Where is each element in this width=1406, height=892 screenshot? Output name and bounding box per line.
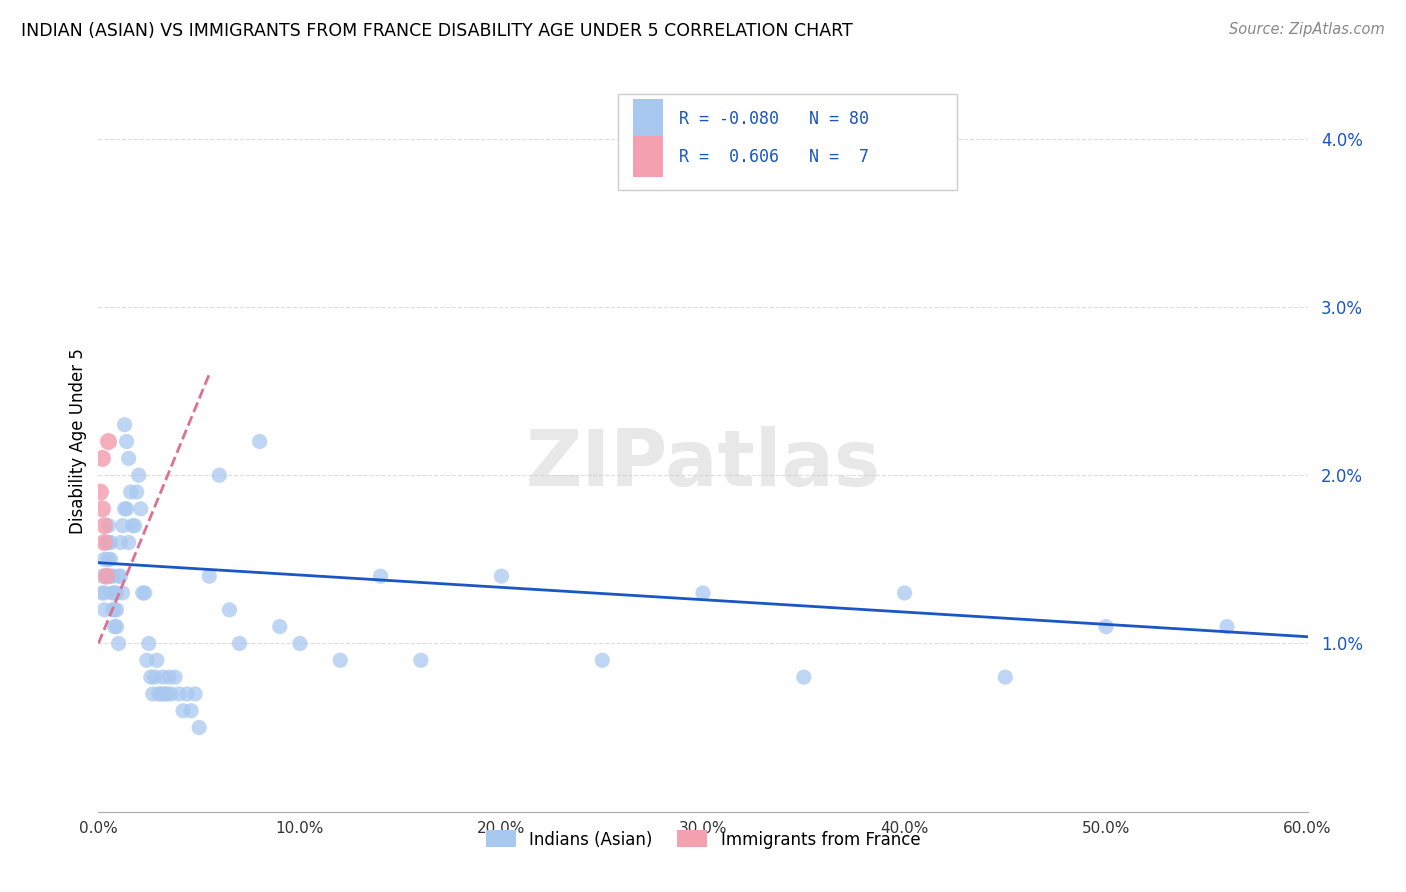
Point (129, 501, 152, 516)
Point (91, 501, 114, 516)
Point (103, 619, 125, 633)
Point (134, 586, 156, 600)
Point (142, 687, 165, 701)
Text: ZIPatlas: ZIPatlas (526, 425, 880, 502)
Point (156, 687, 179, 701)
Point (96, 569, 118, 583)
Point (218, 603, 240, 617)
Point (139, 670, 162, 684)
Point (100, 552, 122, 566)
Point (370, 569, 392, 583)
Point (148, 687, 170, 701)
Point (97, 552, 120, 566)
Point (118, 535, 141, 549)
Point (93, 552, 115, 566)
Point (103, 603, 125, 617)
Point (143, 670, 166, 684)
Point (101, 569, 124, 583)
Point (115, 434, 138, 449)
Point (994, 670, 1017, 684)
Point (101, 603, 124, 617)
Point (115, 501, 138, 516)
Point (120, 485, 142, 500)
Point (157, 670, 180, 684)
Point (692, 586, 714, 600)
Point (114, 417, 136, 432)
Y-axis label: Disability Age Under 5: Disability Age Under 5 (69, 349, 87, 534)
Point (149, 687, 172, 701)
Point (96, 535, 118, 549)
Point (93, 518, 115, 533)
Point (110, 535, 132, 549)
Point (93, 535, 115, 549)
Point (146, 653, 169, 667)
Point (89, 485, 111, 500)
Point (249, 434, 271, 449)
Point (111, 586, 134, 600)
Point (97, 518, 120, 533)
Point (105, 603, 128, 617)
Point (1095, 619, 1118, 633)
Text: R = -0.080   N = 80: R = -0.080 N = 80 (679, 111, 869, 128)
Point (172, 704, 194, 718)
Point (1216, 619, 1239, 633)
Bar (633, 99, 664, 140)
Point (288, 636, 311, 650)
Point (91, 586, 114, 600)
Point (269, 619, 291, 633)
Point (591, 653, 613, 667)
Point (105, 619, 128, 633)
Point (188, 721, 211, 735)
Point (128, 468, 150, 483)
Point (167, 687, 190, 701)
Text: Source: ZipAtlas.com: Source: ZipAtlas.com (1229, 22, 1385, 37)
Point (118, 451, 141, 466)
Point (121, 518, 143, 533)
Point (107, 569, 129, 583)
Point (138, 636, 160, 650)
Point (93, 603, 115, 617)
Text: R =  0.606   N =  7: R = 0.606 N = 7 (679, 147, 869, 166)
Point (101, 586, 124, 600)
Point (491, 569, 513, 583)
Point (176, 687, 198, 701)
Point (208, 468, 231, 483)
Point (110, 569, 132, 583)
Point (163, 670, 186, 684)
Point (97, 434, 120, 449)
Point (160, 687, 183, 701)
Point (184, 687, 207, 701)
Point (100, 535, 122, 549)
Point (153, 687, 176, 701)
Point (107, 636, 129, 650)
Point (111, 518, 134, 533)
Point (91, 569, 114, 583)
Point (409, 653, 432, 667)
Point (893, 586, 915, 600)
Point (97, 535, 120, 549)
Point (180, 704, 202, 718)
Point (152, 670, 174, 684)
Point (125, 485, 148, 500)
Point (135, 653, 157, 667)
Point (228, 636, 250, 650)
FancyBboxPatch shape (619, 94, 957, 190)
Point (103, 586, 125, 600)
Point (198, 569, 221, 583)
Point (793, 670, 815, 684)
Legend: Indians (Asian), Immigrants from France: Indians (Asian), Immigrants from France (479, 823, 927, 855)
Bar (633, 136, 664, 177)
Point (124, 518, 146, 533)
Point (132, 586, 155, 600)
Point (114, 501, 136, 516)
Text: INDIAN (ASIAN) VS IMMIGRANTS FROM FRANCE DISABILITY AGE UNDER 5 CORRELATION CHAR: INDIAN (ASIAN) VS IMMIGRANTS FROM FRANCE… (21, 22, 853, 40)
Point (105, 586, 128, 600)
Point (329, 653, 352, 667)
Point (91, 451, 114, 466)
Point (96, 569, 118, 583)
Point (100, 569, 122, 583)
Point (93, 586, 115, 600)
